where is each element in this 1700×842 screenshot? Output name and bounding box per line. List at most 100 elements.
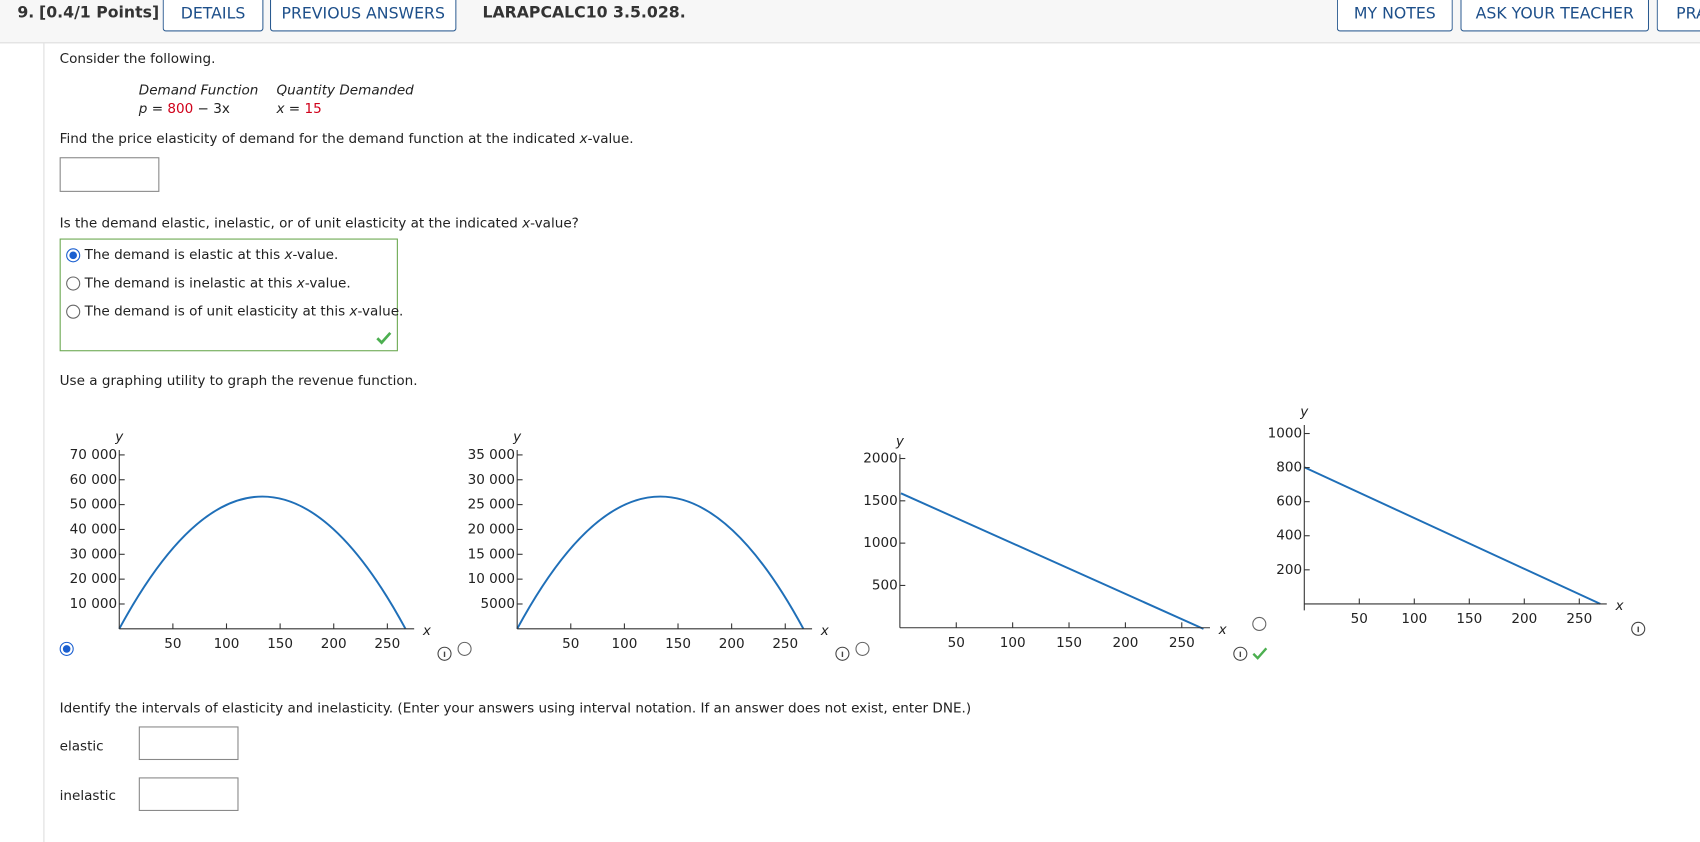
- y-tick-label: 10 000: [70, 596, 117, 612]
- demand-function: p = 800 − 3x: [139, 100, 230, 116]
- y-tick-label: 35 000: [468, 447, 515, 463]
- y-tick-label: 15 000: [468, 546, 515, 562]
- text: The demand is of unit elasticity at this: [84, 302, 350, 319]
- x-tick-label: 200: [1511, 611, 1537, 627]
- y-tick-label: 5000: [481, 596, 515, 612]
- curve: [900, 492, 1204, 630]
- info-icon[interactable]: [1233, 646, 1248, 661]
- previous-answers-button[interactable]: PREVIOUS ANSWERS: [269, 0, 457, 32]
- option-label: The demand is inelastic at this x-value.: [85, 274, 351, 290]
- option-label: The demand is of unit elasticity at this…: [85, 302, 404, 318]
- x-tick-label: 200: [719, 636, 745, 652]
- inelastic-input[interactable]: [138, 777, 239, 811]
- y-tick-label: 2000: [863, 451, 897, 467]
- text: x: [296, 274, 305, 291]
- y-tick-label: 200: [1276, 562, 1302, 578]
- radio[interactable]: [457, 641, 472, 656]
- y-tick-label: 70 000: [70, 447, 117, 463]
- y-axis-label: y: [512, 429, 522, 445]
- part4-prompt: Identify the intervals of elasticity and…: [59, 699, 972, 716]
- radio[interactable]: [855, 641, 870, 656]
- y-tick-label: 25 000: [468, 497, 515, 513]
- info-icon[interactable]: [1631, 621, 1646, 636]
- text: The demand is elastic at this: [84, 246, 285, 263]
- intro: Consider the following.: [59, 49, 216, 67]
- my-notes-button[interactable]: MY NOTES: [1336, 0, 1453, 32]
- y-tick-label: 30 000: [468, 472, 515, 488]
- radio[interactable]: [59, 641, 74, 656]
- y-tick-label: 40 000: [70, 521, 117, 537]
- y-tick-label: 60 000: [70, 472, 117, 488]
- text: -value.: [587, 130, 634, 147]
- text: x: [522, 214, 531, 231]
- y-tick-label: 600: [1276, 494, 1302, 510]
- correct-check: [1252, 647, 1268, 660]
- y-tick-label: 50 000: [70, 497, 117, 513]
- y-axis-label: y: [895, 433, 905, 449]
- curve: [118, 495, 407, 630]
- x-tick-label: 50: [948, 635, 965, 651]
- x-tick-label: 150: [1056, 635, 1082, 651]
- x-axis-label: x: [422, 623, 432, 639]
- x-tick-label: 50: [1351, 611, 1368, 627]
- x-tick-label: 250: [772, 636, 798, 652]
- info-icon[interactable]: [437, 646, 452, 661]
- y-tick-label: 500: [872, 577, 898, 593]
- quantity-label: Quantity Demanded: [276, 81, 414, 98]
- curve: [1303, 466, 1601, 605]
- question-code: LARAPCALC10 3.5.028.: [482, 4, 686, 22]
- y-tick-label: 800: [1276, 460, 1302, 476]
- radio[interactable]: [1252, 616, 1267, 632]
- x-tick-label: 250: [1566, 611, 1592, 627]
- info-icon[interactable]: [835, 646, 850, 661]
- elasticity-input[interactable]: [59, 157, 160, 192]
- y-tick-label: 30 000: [70, 546, 117, 562]
- question-number: 9.: [17, 4, 35, 22]
- y-tick-label: 1000: [863, 535, 897, 551]
- x-tick-label: 250: [1169, 635, 1195, 651]
- text: -value.: [304, 274, 351, 291]
- x-axis-label: x: [820, 623, 830, 639]
- x-tick-label: 150: [267, 636, 293, 652]
- x-tick-label: 100: [611, 636, 637, 652]
- y-tick-label: 20 000: [468, 521, 515, 537]
- text: Is the demand elastic, inelastic, or of …: [59, 214, 523, 231]
- part1-prompt: Find the price elasticity of demand for …: [60, 130, 634, 146]
- demand-label: Demand Function: [138, 81, 259, 98]
- correct-check: [376, 331, 392, 345]
- ask-teacher-button[interactable]: ASK YOUR TEACHER: [1460, 0, 1650, 32]
- text: x: [579, 130, 588, 147]
- radio[interactable]: [66, 304, 81, 319]
- x-tick-label: 100: [1401, 611, 1427, 627]
- x-tick-label: 50: [164, 636, 181, 652]
- text: -value.: [292, 246, 339, 263]
- text: -value.: [357, 302, 404, 319]
- text: Find the price elasticity of demand for …: [59, 130, 580, 147]
- details-button[interactable]: DETAILS: [162, 0, 264, 32]
- demand-lhs: p =: [138, 99, 168, 117]
- text: x: [349, 302, 358, 319]
- left-rule: [43, 43, 45, 842]
- quantity-number: 15: [304, 99, 322, 117]
- y-tick-label: 400: [1276, 528, 1302, 544]
- elastic-input[interactable]: [138, 726, 239, 761]
- options-box: [59, 238, 398, 352]
- x-tick-label: 250: [374, 636, 400, 652]
- text: -value?: [530, 214, 579, 231]
- x-tick-label: 100: [1000, 635, 1026, 651]
- y-tick-label: 1000: [1268, 426, 1302, 442]
- text: The demand is inelastic at this: [84, 274, 297, 291]
- radio[interactable]: [66, 276, 81, 291]
- radio[interactable]: [66, 248, 81, 263]
- part2-prompt: Is the demand elastic, inelastic, or of …: [60, 215, 579, 231]
- y-axis-label: y: [1299, 404, 1309, 420]
- practice-button[interactable]: PRA: [1656, 0, 1700, 32]
- info-icons: [437, 621, 1646, 661]
- quantity-value: x = 15: [276, 100, 321, 116]
- x-tick-label: 150: [665, 636, 691, 652]
- x-tick-label: 100: [214, 636, 240, 652]
- x-tick-label: 200: [1112, 635, 1138, 651]
